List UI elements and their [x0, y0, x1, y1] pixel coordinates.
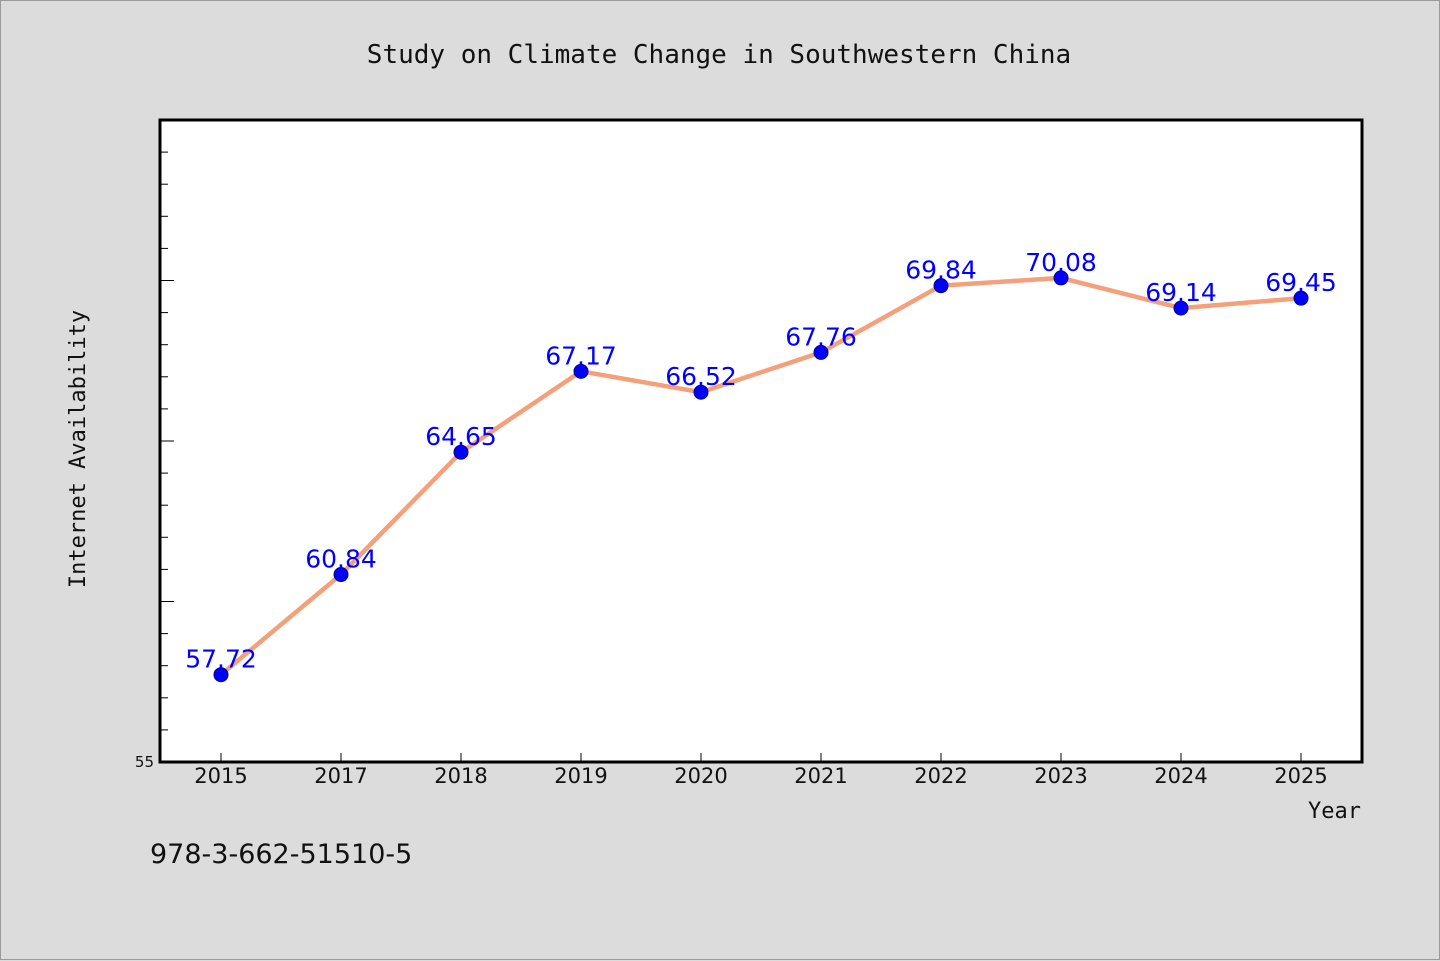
x-tick-label: 2017 [314, 764, 367, 788]
data-point [813, 344, 829, 360]
x-tick-label: 2023 [1034, 764, 1087, 788]
y-axis-ticks [160, 119, 174, 763]
data-label: 64.65 [425, 422, 497, 451]
x-tick-label: 2020 [674, 764, 727, 788]
data-point [933, 278, 949, 294]
data-markers [213, 270, 1309, 683]
x-tick-label: 2024 [1154, 764, 1207, 788]
y-tick-label: 55 [135, 753, 154, 771]
x-tick-label: 2025 [1274, 764, 1327, 788]
footnote-isbn: 978-3-662-51510-5 [150, 839, 412, 870]
series-line [218, 275, 1304, 677]
data-point [1293, 290, 1309, 306]
data-point [1173, 300, 1189, 316]
data-point [453, 444, 469, 460]
data-label: 67.76 [785, 322, 857, 351]
data-label: 67.17 [545, 341, 617, 370]
chart-title: Study on Climate Change in Southwestern … [367, 40, 1071, 70]
data-label: 69.14 [1145, 278, 1217, 307]
data-label: 66.52 [665, 362, 737, 391]
data-point [1053, 270, 1069, 286]
x-tick-label: 2018 [434, 764, 487, 788]
x-tick-label: 2021 [794, 764, 847, 788]
data-label: 57.72 [185, 645, 257, 674]
data-label: 60.84 [305, 545, 377, 574]
data-point [693, 384, 709, 400]
x-axis-label: Year [1308, 799, 1361, 824]
plot-area [158, 118, 1364, 764]
x-tick-label: 2019 [554, 764, 607, 788]
y-axis-label: Internet Availability [66, 310, 91, 588]
data-labels: 57.72 60.84 64.65 67.17 66.52 67.76 69.84 70.08… [185, 248, 1337, 674]
data-label: 70.08 [1025, 248, 1097, 277]
data-point [573, 363, 589, 379]
x-axis: 2015 2017 2018 2019 2020 2021 2022 2023 2024 2025 [194, 753, 1328, 788]
data-label: 69.84 [905, 256, 977, 285]
data-point [213, 667, 229, 683]
data-label: 69.45 [1265, 268, 1337, 297]
data-point [333, 567, 349, 583]
x-tick-label: 2022 [914, 764, 967, 788]
x-tick-label: 2015 [194, 764, 247, 788]
